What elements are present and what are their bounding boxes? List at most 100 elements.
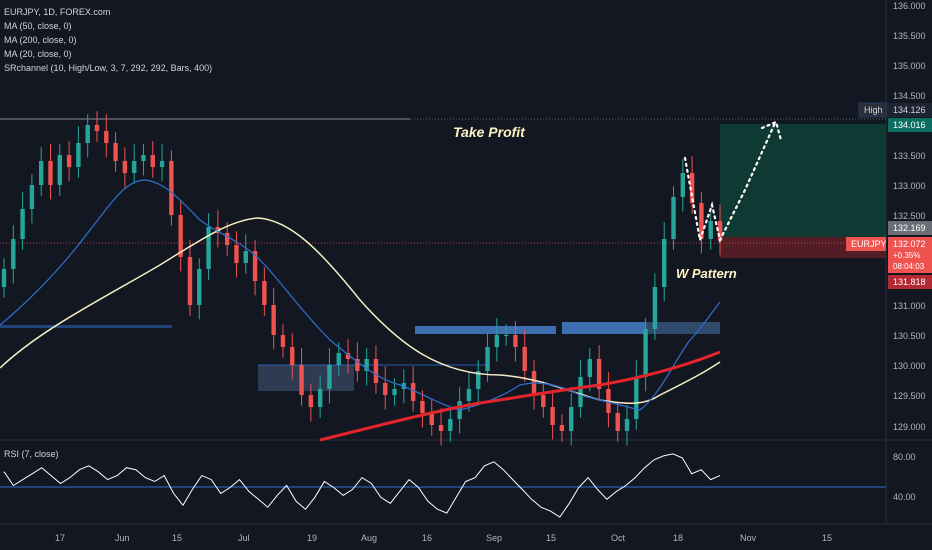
candle-body[interactable] [485, 347, 490, 371]
candle-body[interactable] [243, 251, 248, 263]
candle-body[interactable] [187, 257, 193, 305]
candle-body[interactable] [66, 155, 72, 167]
candle-body[interactable] [280, 335, 286, 347]
take-profit-annotation[interactable]: Take Profit [453, 124, 526, 140]
legend-ma50[interactable]: MA (50, close, 0) [4, 21, 72, 31]
candles[interactable] [1, 111, 723, 446]
candle-body[interactable] [345, 353, 351, 359]
candle-body[interactable] [1, 269, 7, 287]
candle-body[interactable] [234, 245, 239, 263]
candle-body[interactable] [429, 413, 434, 425]
legend-symbol[interactable]: EURJPY, 1D, FOREX.com [4, 7, 111, 17]
candle-body[interactable] [689, 173, 695, 203]
candle-body[interactable] [476, 371, 481, 389]
candle-body[interactable] [206, 227, 211, 269]
candle-body[interactable] [169, 161, 174, 215]
candle-body[interactable] [448, 419, 453, 431]
price-axis[interactable]: 136.000 135.500 135.000 134.500 133.500 … [846, 1, 932, 502]
candle-body[interactable] [317, 389, 323, 407]
legend-ma20[interactable]: MA (20, close, 0) [4, 49, 72, 59]
candle-body[interactable] [392, 389, 397, 395]
candle-body[interactable] [336, 353, 341, 365]
price-pane[interactable]: Take Profit W Pattern [0, 111, 886, 446]
candle-body[interactable] [141, 155, 146, 161]
rsi-legend[interactable]: RSI (7, close) [4, 449, 59, 459]
w-pattern-annotation[interactable]: W Pattern [676, 266, 737, 281]
candle-body[interactable] [624, 419, 630, 431]
candle-body[interactable] [559, 425, 565, 431]
candle-body[interactable] [104, 131, 109, 143]
candle-body[interactable] [494, 335, 500, 347]
candle-body[interactable] [438, 425, 444, 431]
candle-body[interactable] [569, 407, 574, 431]
candle-body[interactable] [113, 143, 118, 161]
candle-body[interactable] [178, 215, 183, 257]
candle-body[interactable] [197, 269, 202, 305]
loss-zone[interactable] [720, 237, 886, 258]
candle-body[interactable] [671, 197, 676, 239]
candle-body[interactable] [373, 359, 379, 383]
candle-body[interactable] [262, 281, 267, 305]
legend-srchannel[interactable]: SRchannel (10, High/Low, 3, 7, 292, 292,… [4, 63, 213, 73]
candle-body[interactable] [522, 347, 527, 371]
candle-body[interactable] [541, 395, 546, 407]
candle-body[interactable] [76, 143, 81, 167]
ma20-line[interactable] [0, 179, 721, 411]
x-tick-label: 15 [172, 533, 182, 543]
bar-countdown: 08:04:03 [893, 262, 925, 271]
candle-body[interactable] [131, 161, 137, 173]
chart-legend: EURJPY, 1D, FOREX.com MA (50, close, 0) … [4, 5, 212, 75]
candle-body[interactable] [159, 161, 165, 167]
candle-body[interactable] [596, 359, 602, 389]
candle-body[interactable] [410, 383, 416, 401]
rsi-pane[interactable] [0, 453, 886, 518]
candle-body[interactable] [364, 359, 369, 371]
w-pattern-path[interactable] [683, 121, 777, 245]
rsi-tick-label: 40.00 [893, 492, 916, 502]
candle-body[interactable] [699, 203, 704, 239]
candle-body[interactable] [252, 251, 258, 281]
candle-body[interactable] [550, 407, 555, 425]
candle-body[interactable] [634, 377, 639, 419]
candle-body[interactable] [57, 155, 62, 185]
candle-body[interactable] [615, 413, 620, 431]
legend-ma200[interactable]: MA (200, close, 0) [4, 35, 77, 45]
candle-body[interactable] [717, 221, 723, 241]
time-axis[interactable]: 17 Jun 15 Jul 19 Aug 16 Sep 15 Oct 18 No… [55, 533, 832, 543]
ma200-line[interactable] [319, 350, 721, 442]
candle-body[interactable] [29, 185, 35, 209]
candle-body[interactable] [20, 209, 25, 239]
symbol-tag-label: EURJPY [851, 239, 887, 249]
candle-body[interactable] [85, 125, 90, 143]
profit-zone[interactable] [720, 124, 886, 237]
candle-body[interactable] [466, 389, 472, 401]
candle-body[interactable] [299, 365, 304, 395]
candle-body[interactable] [587, 359, 593, 377]
candle-body[interactable] [224, 233, 230, 245]
candle-body[interactable] [290, 347, 295, 365]
candle-body[interactable] [503, 335, 509, 336]
candle-body[interactable] [652, 287, 658, 329]
candle-body[interactable] [578, 377, 583, 407]
candle-body[interactable] [708, 221, 713, 239]
candle-body[interactable] [662, 239, 667, 287]
candle-body[interactable] [383, 383, 388, 395]
candle-body[interactable] [48, 161, 53, 185]
candle-body[interactable] [11, 239, 16, 269]
candle-body[interactable] [94, 125, 100, 131]
candle-body[interactable] [355, 359, 360, 371]
candle-body[interactable] [643, 329, 648, 377]
ma50-line[interactable] [0, 217, 721, 405]
candle-body[interactable] [327, 365, 332, 389]
candle-body[interactable] [680, 173, 686, 197]
candle-body[interactable] [420, 401, 425, 413]
candle-body[interactable] [150, 155, 155, 167]
candle-body[interactable] [38, 161, 44, 185]
candle-body[interactable] [271, 305, 276, 335]
high-value-tag [888, 103, 932, 117]
candle-body[interactable] [513, 335, 518, 347]
rsi-line[interactable] [3, 453, 721, 518]
candle-body[interactable] [122, 161, 128, 173]
candle-body[interactable] [308, 395, 314, 407]
